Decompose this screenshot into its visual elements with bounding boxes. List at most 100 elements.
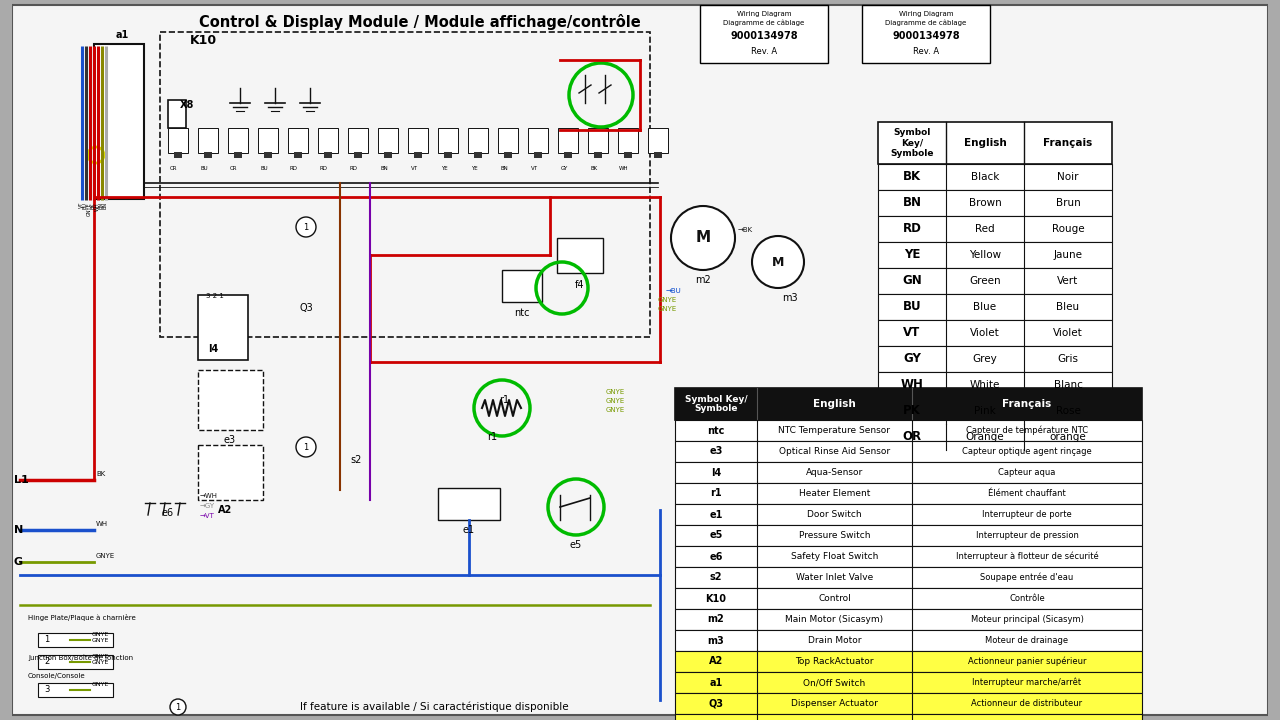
Circle shape	[671, 206, 735, 270]
Text: m3: m3	[782, 293, 797, 303]
Text: WH: WH	[95, 202, 100, 211]
Text: Symbol Key/
Symbole: Symbol Key/ Symbole	[685, 395, 748, 413]
Circle shape	[296, 437, 316, 457]
Text: BU: BU	[200, 166, 207, 171]
Bar	[675, 672, 1142, 693]
Bar	[502, 270, 541, 302]
Text: BN: BN	[99, 202, 104, 209]
Text: Water Inlet Valve: Water Inlet Valve	[796, 573, 873, 582]
Text: Main Motor (Sicasym): Main Motor (Sicasym)	[786, 615, 883, 624]
Bar	[675, 693, 1142, 714]
Text: Français: Français	[1043, 138, 1093, 148]
Text: 1: 1	[303, 222, 308, 232]
Text: Rev. A: Rev. A	[913, 47, 940, 56]
Bar	[878, 398, 1112, 424]
Text: BK: BK	[590, 166, 598, 171]
Bar	[878, 216, 1112, 242]
Text: CR: CR	[230, 166, 238, 171]
Bar	[204, 152, 212, 158]
Text: GNYE: GNYE	[96, 553, 115, 559]
Text: Capteur de température NTC: Capteur de température NTC	[966, 426, 1088, 436]
Text: WH: WH	[96, 521, 108, 527]
Text: GNYE: GNYE	[658, 297, 677, 303]
Text: BK: BK	[902, 171, 922, 184]
Bar	[588, 128, 608, 153]
Text: GN: GN	[902, 274, 922, 287]
Circle shape	[296, 217, 316, 237]
Bar	[675, 462, 1142, 483]
Text: Yellow: Yellow	[969, 250, 1001, 260]
Bar	[675, 546, 1142, 567]
Text: Grey: Grey	[973, 354, 997, 364]
Text: OR: OR	[902, 431, 922, 444]
Text: Green: Green	[969, 276, 1001, 286]
Text: →BU: →BU	[666, 288, 682, 294]
Text: RD: RD	[291, 166, 298, 171]
Text: ntc: ntc	[515, 308, 530, 318]
Bar	[413, 152, 422, 158]
Text: M: M	[772, 256, 785, 269]
Circle shape	[170, 699, 186, 715]
Text: Rose: Rose	[1056, 406, 1080, 416]
Bar	[675, 567, 1142, 588]
Text: a1: a1	[115, 30, 128, 40]
Text: WH: WH	[620, 166, 628, 171]
Text: 2: 2	[44, 657, 49, 667]
Text: Actionneur de distributeur: Actionneur de distributeur	[972, 699, 1083, 708]
Text: BN: BN	[500, 166, 508, 171]
Text: m3: m3	[708, 636, 724, 646]
Text: Drain Motor: Drain Motor	[808, 636, 861, 645]
Text: Actionneur panier supérieur: Actionneur panier supérieur	[968, 657, 1087, 666]
Text: ntc: ntc	[708, 426, 724, 436]
Text: M: M	[695, 230, 710, 246]
Text: Dispenser Actuator: Dispenser Actuator	[791, 699, 878, 708]
Text: YE: YE	[904, 248, 920, 261]
Bar	[504, 152, 512, 158]
Bar	[878, 122, 1112, 164]
Text: Brun: Brun	[1056, 198, 1080, 208]
Text: GNYE: GNYE	[605, 407, 625, 413]
Text: Violet: Violet	[1053, 328, 1083, 338]
Text: Violet: Violet	[970, 328, 1000, 338]
Text: Vert: Vert	[1057, 276, 1079, 286]
Bar	[0, 0, 12, 720]
Text: e6: e6	[709, 552, 723, 562]
Bar	[198, 295, 248, 360]
Text: RD: RD	[320, 166, 328, 171]
Text: m2: m2	[708, 614, 724, 624]
Bar	[878, 294, 1112, 320]
Bar	[878, 242, 1112, 268]
Bar	[675, 441, 1142, 462]
Text: Pressure Switch: Pressure Switch	[799, 531, 870, 540]
Bar	[444, 152, 452, 158]
Text: Élément chauffant: Élément chauffant	[988, 489, 1066, 498]
Text: VT: VT	[411, 166, 417, 171]
Bar	[675, 388, 1142, 420]
Text: Symbol
Key/
Symbole: Symbol Key/ Symbole	[891, 128, 933, 158]
Text: CR: CR	[170, 166, 178, 171]
Text: 3 2 1: 3 2 1	[206, 293, 224, 299]
Text: Diagramme de câblage: Diagramme de câblage	[886, 19, 966, 25]
Text: Capteur optique agent rinçage: Capteur optique agent rinçage	[963, 447, 1092, 456]
Text: I4: I4	[710, 467, 721, 477]
Bar	[228, 128, 248, 153]
Text: Brown: Brown	[969, 198, 1001, 208]
Text: a1: a1	[709, 678, 723, 688]
Text: Jaune: Jaune	[1053, 250, 1083, 260]
Text: Soupape entrée d'eau: Soupape entrée d'eau	[980, 572, 1074, 582]
Bar	[438, 128, 458, 153]
Text: Q3: Q3	[709, 698, 723, 708]
Bar	[675, 714, 1142, 720]
Text: Door Switch: Door Switch	[808, 510, 861, 519]
Bar	[557, 238, 603, 273]
Text: Moteur principal (Sicasym): Moteur principal (Sicasym)	[970, 615, 1083, 624]
Text: White: White	[970, 380, 1000, 390]
Bar	[675, 588, 1142, 609]
Text: BN: BN	[380, 166, 388, 171]
Text: GNYE: GNYE	[92, 638, 109, 643]
Bar	[675, 504, 1142, 525]
Text: RD: RD	[902, 222, 922, 235]
Bar	[534, 152, 541, 158]
Text: r1: r1	[499, 395, 509, 405]
Text: Junction Box/Boîte de jonction: Junction Box/Boîte de jonction	[28, 654, 133, 661]
